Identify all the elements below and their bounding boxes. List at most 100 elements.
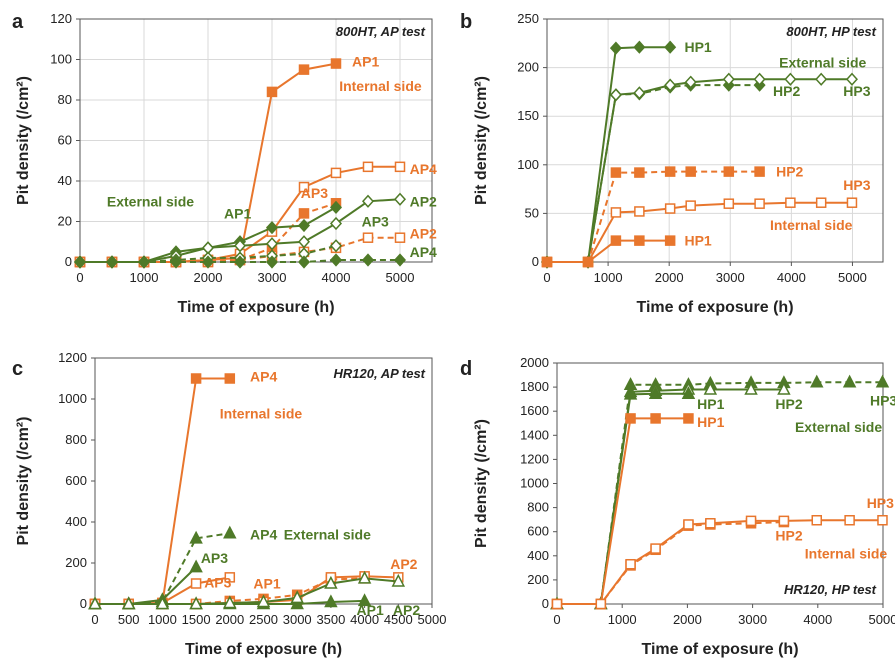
chart-panel-b: b 0 50 100 150 200 250 0 1000 2000 3000 4000 5000 Tim… bbox=[460, 11, 884, 316]
series-annotation: AP4 bbox=[410, 161, 437, 177]
y-tick-label: 1400 bbox=[520, 427, 549, 442]
data-point bbox=[290, 596, 304, 610]
series-external-side-hp2 bbox=[550, 381, 791, 610]
y-tick-label: 250 bbox=[517, 11, 539, 26]
series-line bbox=[547, 46, 671, 263]
data-point bbox=[155, 596, 170, 610]
series-internal-side-hp2 bbox=[541, 166, 765, 268]
series-annotation: AP2 bbox=[410, 193, 437, 209]
data-point bbox=[811, 515, 823, 526]
data-point bbox=[684, 75, 697, 89]
x-tick-label: 500 bbox=[118, 612, 140, 627]
data-point bbox=[685, 200, 696, 211]
data-point bbox=[189, 530, 203, 544]
data-point bbox=[298, 64, 310, 75]
series-line bbox=[557, 521, 784, 605]
y-tick-label: 1000 bbox=[520, 476, 549, 491]
series-annotation: AP3 bbox=[301, 185, 328, 201]
series-line bbox=[557, 388, 784, 605]
y-tick-label: 120 bbox=[50, 11, 72, 26]
data-point bbox=[233, 255, 247, 269]
x-tick-label: 3500 bbox=[316, 612, 345, 627]
series-annotation: HP3 bbox=[843, 177, 870, 193]
data-point bbox=[541, 256, 553, 268]
y-tick-label: 0 bbox=[542, 596, 549, 611]
series-annotation: HP2 bbox=[775, 396, 802, 412]
data-point bbox=[723, 198, 735, 209]
data-point bbox=[324, 594, 338, 608]
x-axis-label: Time of exposure (h) bbox=[185, 641, 342, 658]
data-point bbox=[298, 181, 310, 193]
data-point bbox=[190, 373, 202, 384]
data-point bbox=[650, 543, 661, 554]
series-annotation: AP1 bbox=[352, 54, 379, 70]
data-point bbox=[329, 200, 343, 214]
y-tick-label: 200 bbox=[527, 572, 549, 587]
data-point bbox=[634, 206, 645, 217]
data-point bbox=[290, 590, 304, 604]
series-annotation: External side bbox=[284, 526, 371, 542]
data-point bbox=[357, 593, 372, 607]
data-point bbox=[297, 235, 311, 249]
data-point bbox=[846, 197, 858, 208]
series-annotation: HP3 bbox=[867, 495, 894, 511]
y-tick-label: 1600 bbox=[520, 403, 549, 418]
data-point bbox=[875, 374, 890, 388]
y-tick-label: 800 bbox=[527, 500, 549, 515]
x-axis-label: Time of exposure (h) bbox=[636, 299, 793, 316]
data-point bbox=[357, 570, 372, 584]
series-annotation: HP1 bbox=[697, 414, 724, 430]
series-annotation: Internal side bbox=[220, 405, 303, 421]
data-point bbox=[224, 373, 236, 384]
data-point bbox=[609, 88, 622, 102]
x-tick-label: 0 bbox=[553, 612, 560, 627]
series-annotation: AP3 bbox=[362, 214, 389, 230]
data-point bbox=[754, 166, 765, 177]
data-point bbox=[329, 239, 343, 253]
y-tick-label: 80 bbox=[58, 92, 72, 107]
data-point bbox=[625, 413, 636, 424]
series-annotation: AP1 bbox=[224, 205, 251, 221]
y-tick-label: 0 bbox=[80, 596, 87, 611]
x-tick-label: 4000 bbox=[322, 270, 351, 285]
chart-title: HR120, AP test bbox=[333, 366, 425, 381]
data-point bbox=[256, 594, 271, 608]
x-tick-label: 2500 bbox=[249, 612, 278, 627]
data-point bbox=[623, 386, 638, 400]
data-point bbox=[664, 78, 677, 92]
chart-title: HR120, HP test bbox=[784, 582, 877, 597]
data-point bbox=[810, 374, 824, 388]
data-point bbox=[330, 58, 342, 69]
data-point bbox=[329, 253, 343, 267]
data-point bbox=[121, 596, 136, 610]
x-tick-label: 2000 bbox=[194, 270, 223, 285]
data-point bbox=[361, 253, 375, 267]
data-point bbox=[297, 218, 311, 233]
y-tick-label: 400 bbox=[527, 548, 549, 563]
data-point bbox=[394, 232, 406, 243]
data-point bbox=[73, 255, 87, 269]
data-point bbox=[634, 235, 645, 246]
data-point bbox=[233, 239, 247, 253]
chart-title: 800HT, AP test bbox=[336, 24, 426, 39]
series-line bbox=[557, 392, 689, 605]
data-point bbox=[189, 596, 203, 610]
data-point bbox=[610, 167, 622, 178]
x-tick-label: 0 bbox=[91, 612, 98, 627]
data-point bbox=[609, 41, 622, 55]
x-tick-label: 1000 bbox=[148, 612, 177, 627]
y-axis-label: Pit density (/cm²) bbox=[15, 76, 32, 205]
y-tick-label: 60 bbox=[58, 133, 72, 148]
series-annotation: AP3 bbox=[204, 574, 231, 590]
x-tick-label: 1000 bbox=[608, 612, 637, 627]
data-point bbox=[648, 386, 663, 399]
data-point bbox=[324, 575, 338, 589]
data-point bbox=[703, 381, 718, 395]
y-tick-label: 1800 bbox=[520, 379, 549, 394]
data-point bbox=[265, 220, 279, 235]
data-point bbox=[330, 167, 342, 179]
x-tick-label: 0 bbox=[76, 270, 83, 285]
y-axis-label: Pit density (/cm²) bbox=[473, 419, 490, 548]
data-point bbox=[723, 166, 735, 177]
